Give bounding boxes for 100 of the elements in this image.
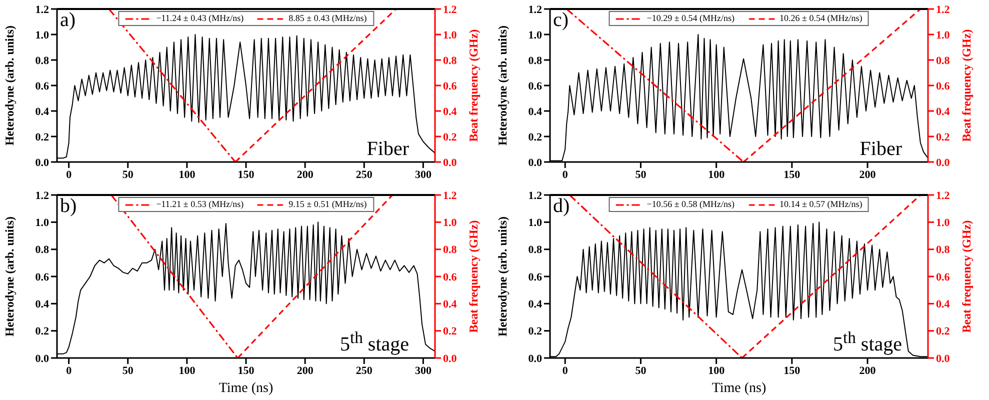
y-tick-label: 0.8 (35, 244, 50, 256)
y2-tick-label: 0.2 (936, 131, 950, 144)
y-tick-label: 0.8 (528, 244, 542, 256)
y-tick-label: 0.6 (528, 271, 542, 284)
y2-tick-label: 1.0 (443, 29, 458, 42)
y-tick-label: 0.6 (528, 80, 542, 92)
y2-axis-title: Beat frequency (GHz) (959, 220, 974, 333)
x-tick-label: 0 (562, 168, 568, 181)
x-tick-label: 150 (238, 364, 255, 377)
x-tick-label: 100 (708, 364, 726, 377)
y-tick-label: 1.2 (35, 4, 50, 16)
y-tick-label: 0.0 (528, 156, 542, 169)
y-tick-label: 0.2 (528, 326, 542, 338)
y-tick-label: 1.0 (35, 217, 50, 230)
y2-tick-label: 0.2 (936, 326, 950, 338)
legend-label: −10.56 ± 0.58 (MHz/ns) (646, 199, 735, 210)
annotation: a) (60, 9, 76, 31)
y-tick-label: 0.4 (35, 298, 50, 311)
x-tick-label: 150 (238, 168, 255, 181)
y-tick-label: 0.2 (35, 131, 50, 144)
y2-tick-label: 1.0 (936, 29, 950, 42)
y-tick-label: 0.4 (35, 106, 50, 118)
x-tick-label: 300 (414, 168, 432, 181)
x-tick-label: 200 (859, 168, 876, 181)
x-tick-label: 50 (122, 168, 134, 181)
x-tick-label: 150 (784, 364, 801, 377)
y2-tick-label: 0.4 (936, 298, 950, 311)
y2-tick-label: 0.2 (443, 131, 458, 144)
x-tick-label: 50 (635, 168, 647, 181)
annotation: b) (60, 195, 77, 217)
legend-label: 8.85 ± 0.43 (MHz/ns) (288, 13, 367, 24)
y-tick-label: 0.2 (35, 326, 50, 338)
y2-tick-label: 0.0 (936, 352, 950, 365)
y2-tick-label: 0.0 (443, 352, 458, 365)
annotation: 5$^{th}$ stage (340, 327, 409, 356)
x-tick-label: 0 (562, 364, 568, 377)
x-tick-label: 100 (178, 364, 196, 377)
annotation: c) (553, 9, 569, 31)
y2-tick-label: 0.8 (936, 244, 950, 256)
y2-tick-label: 0.0 (936, 156, 950, 169)
y-tick-label: 0.0 (528, 352, 542, 365)
x-tick-label: 250 (356, 364, 373, 377)
y-tick-label: 1.2 (528, 4, 542, 16)
y2-tick-label: 1.2 (936, 4, 950, 16)
x-tick-label: 300 (414, 364, 432, 377)
y2-tick-label: 1.2 (443, 4, 458, 16)
y-tick-label: 1.0 (35, 29, 50, 42)
y2-tick-label: 1.2 (936, 190, 950, 202)
y-tick-label: 0.6 (35, 271, 50, 284)
x-tick-label: 100 (178, 168, 196, 181)
x-tick-label: 100 (708, 168, 726, 181)
x-tick-label: 50 (635, 364, 647, 377)
y-axis-title: Heterodyne (arb. units) (2, 216, 16, 337)
y2-axis-title: Beat frequency (GHz) (466, 29, 480, 142)
x-tick-label: 50 (122, 364, 134, 377)
y2-tick-label: 0.8 (443, 244, 458, 256)
annotation: Fiber (366, 138, 409, 160)
legend-label: 10.14 ± 0.57 (MHz/ns) (780, 199, 862, 210)
x-tick-label: 150 (784, 168, 801, 181)
x-tick-label: 200 (859, 364, 876, 377)
y2-tick-label: 0.0 (443, 156, 458, 169)
y-tick-label: 0.2 (528, 131, 542, 144)
y-tick-label: 1.2 (35, 190, 50, 202)
y-axis-title: Heterodyne (arb. units) (495, 216, 510, 337)
x-tick-label: 0 (66, 168, 72, 181)
y2-tick-label: 0.6 (936, 271, 950, 284)
y-tick-label: 1.0 (528, 217, 542, 230)
y-tick-label: 1.0 (528, 29, 542, 42)
y2-axis-title: Beat frequency (GHz) (959, 29, 974, 142)
y-tick-label: 0.0 (35, 352, 50, 365)
legend-label: −10.29 ± 0.54 (MHz/ns) (646, 13, 735, 24)
y2-tick-label: 0.6 (443, 271, 458, 284)
x-tick-label: 0 (66, 364, 72, 377)
annotation: Fiber (860, 138, 902, 160)
y-axis-title: Heterodyne (arb. units) (2, 25, 16, 146)
y2-tick-label: 0.4 (443, 106, 458, 118)
y-tick-label: 0.6 (35, 80, 50, 92)
x-axis-title: Time (ns) (712, 381, 766, 396)
x-tick-label: 200 (296, 364, 314, 377)
y2-tick-label: 1.2 (443, 190, 458, 202)
x-tick-label: 200 (296, 168, 314, 181)
legend-label: −11.24 ± 0.43 (MHz/ns) (156, 13, 244, 24)
x-axis-title: Time (ns) (218, 381, 274, 396)
y2-tick-label: 0.4 (936, 106, 950, 118)
y-tick-label: 0.8 (35, 54, 50, 67)
legend-label: −11.21 ± 0.53 (MHz/ns) (156, 199, 244, 210)
y2-axis-title: Beat frequency (GHz) (466, 220, 480, 333)
y-tick-label: 0.8 (528, 54, 542, 67)
x-tick-label: 250 (356, 168, 373, 181)
annotation: d) (553, 195, 570, 217)
y-tick-label: 0.4 (528, 106, 542, 118)
y-axis-title: Heterodyne (arb. units) (495, 25, 510, 146)
legend-label: 10.26 ± 0.54 (MHz/ns) (780, 13, 862, 24)
y2-tick-label: 0.4 (443, 298, 458, 311)
y2-tick-label: 0.6 (936, 80, 950, 92)
y2-tick-label: 0.8 (936, 54, 950, 67)
y-tick-label: 1.2 (528, 190, 542, 202)
y2-tick-label: 0.8 (443, 54, 458, 67)
y-tick-label: 0.4 (528, 298, 542, 311)
legend-label: 9.15 ± 0.51 (MHz/ns) (288, 199, 367, 210)
